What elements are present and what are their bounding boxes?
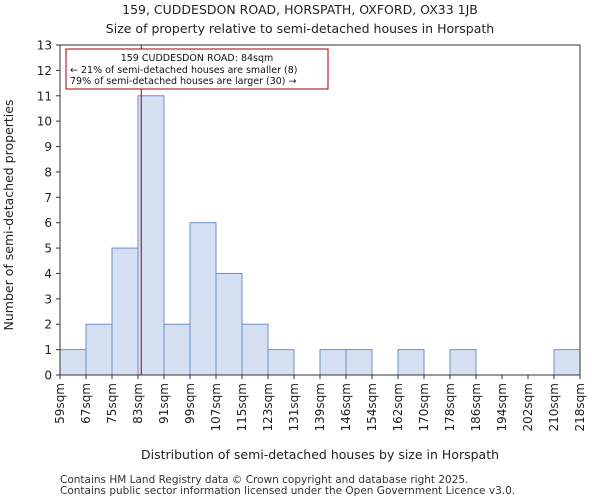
histogram-bar xyxy=(215,272,243,376)
x-axis-ticks: 59sqm 67sqm 75sqm 83sqm 91sqm 99sqm 107sqm 115s… xyxy=(53,375,587,431)
x-tick-label: 75sqm xyxy=(105,383,119,424)
y-tick-label: 12 xyxy=(37,64,52,78)
chart-title: 159, CUDDESDON ROAD, HORSPATH, OXFORD, O… xyxy=(122,2,478,17)
histogram-bar xyxy=(59,349,87,376)
footer-line-1: Contains HM Land Registry data © Crown c… xyxy=(60,474,468,486)
x-tick-label: 186sqm xyxy=(469,383,483,431)
histogram-bar xyxy=(189,222,217,376)
y-tick-label: 10 xyxy=(37,115,52,129)
x-tick-label: 59sqm xyxy=(53,383,67,424)
x-tick-label: 218sqm xyxy=(573,383,587,431)
histogram-bar xyxy=(137,95,165,376)
x-tick-label: 67sqm xyxy=(79,383,93,424)
y-tick-label: 2 xyxy=(44,318,52,332)
x-tick-label: 99sqm xyxy=(183,383,197,424)
x-tick-label: 107sqm xyxy=(209,383,223,431)
histogram-bar xyxy=(397,349,425,376)
x-tick-label: 170sqm xyxy=(417,383,431,431)
y-tick-label: 11 xyxy=(37,89,52,103)
y-tick-label: 0 xyxy=(44,369,52,383)
x-tick-label: 202sqm xyxy=(521,383,535,431)
annotation-box: 159 CUDDESDON ROAD: 84sqm ← 21% of semi-… xyxy=(65,48,329,90)
y-tick-label: 9 xyxy=(44,140,52,154)
x-tick-label: 83sqm xyxy=(131,383,145,424)
bars-group xyxy=(59,95,581,376)
y-tick-label: 6 xyxy=(44,216,52,230)
histogram-bar xyxy=(345,349,373,376)
annotation-line-1: 159 CUDDESDON ROAD: 84sqm xyxy=(121,53,274,64)
histogram-bar xyxy=(319,349,347,376)
x-tick-label: 139sqm xyxy=(313,383,327,431)
x-tick-label: 115sqm xyxy=(235,383,249,431)
y-tick-label: 7 xyxy=(44,191,52,205)
y-tick-label: 13 xyxy=(37,39,52,53)
annotation-line-2: ← 21% of semi-detached houses are smalle… xyxy=(70,65,298,76)
histogram-bar xyxy=(85,323,113,376)
x-tick-label: 131sqm xyxy=(287,383,301,431)
histogram-bar xyxy=(449,349,477,376)
x-tick-label: 162sqm xyxy=(391,383,405,431)
y-tick-label: 8 xyxy=(44,165,52,179)
x-tick-label: 210sqm xyxy=(547,383,561,431)
annotation-line-3: 79% of semi-detached houses are larger (… xyxy=(70,76,297,87)
plot-frame xyxy=(59,44,581,376)
histogram-bar xyxy=(163,323,191,376)
y-tick-label: 5 xyxy=(44,242,52,256)
y-tick-label: 3 xyxy=(44,292,52,306)
chart-subtitle: Size of property relative to semi-detach… xyxy=(106,21,494,36)
x-axis-label: Distribution of semi-detached houses by … xyxy=(141,447,499,462)
histogram-bar xyxy=(267,349,295,376)
y-axis-label: Number of semi-detached properties xyxy=(1,100,16,331)
x-tick-label: 154sqm xyxy=(365,383,379,431)
footer-line-2: Contains public sector information licen… xyxy=(60,485,515,497)
x-tick-label: 123sqm xyxy=(261,383,275,431)
histogram-bar xyxy=(241,323,269,376)
x-tick-label: 91sqm xyxy=(157,383,171,424)
y-tick-label: 4 xyxy=(44,267,52,281)
x-tick-label: 194sqm xyxy=(495,383,509,431)
y-tick-label: 1 xyxy=(44,343,52,357)
histogram-bar xyxy=(553,349,581,376)
histogram-bar xyxy=(111,247,139,376)
x-tick-label: 146sqm xyxy=(339,383,353,431)
x-tick-label: 178sqm xyxy=(443,383,457,431)
